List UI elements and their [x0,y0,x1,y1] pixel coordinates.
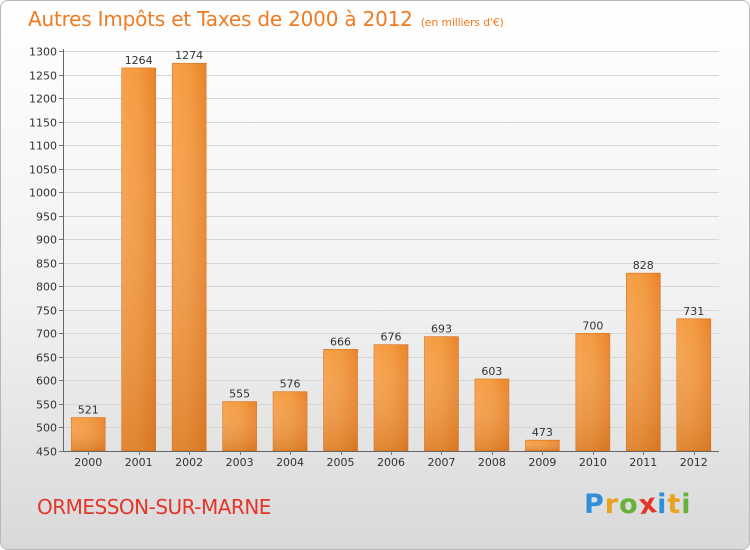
y-tick-label: 1000 [29,187,57,200]
bars: 521 1264 1274 555 576 666 676 693 603 473 700 828 73… [70,49,712,452]
data-label-2000: 521 [78,404,99,417]
data-label-2010: 700 [582,319,603,332]
x-tick-label-2005: 2005 [327,456,355,469]
x-tick-label-2012: 2012 [680,456,708,469]
x-tick-label-2003: 2003 [226,456,254,469]
y-tick-label: 550 [36,399,57,412]
proxiti-logo: Proxiti [584,487,692,522]
y-tick-label: 800 [36,281,57,294]
data-label-2004: 576 [280,378,301,391]
data-label-2006: 676 [381,331,402,344]
chart-title: Autres Impôts et Taxes de 2000 à 2012 (en… [28,7,504,31]
logo-letter: i [657,489,668,520]
bar-shade-2010 [575,333,610,451]
y-tick-label: 750 [36,305,57,318]
y-tick-label: 850 [36,258,57,271]
x-tick-label-2009: 2009 [528,456,556,469]
data-label-2005: 666 [330,335,351,348]
y-axis-ticks: 450 500 550 600 650 700 750 800 850 900 950 1000 105… [29,46,63,459]
data-label-2011: 828 [633,259,654,272]
bar-shade-2008 [474,379,509,451]
data-label-2008: 603 [481,365,502,378]
x-tick-label-2000: 2000 [74,456,102,469]
x-tick-label-2002: 2002 [175,456,203,469]
x-tick-label-2006: 2006 [377,456,405,469]
logo-letter: x [636,487,660,522]
y-tick-label: 600 [36,375,57,388]
logo-letter: o [619,489,639,520]
y-tick-label: 450 [36,446,57,459]
y-tick-label: 1200 [29,93,57,106]
x-tick-label-2008: 2008 [478,456,506,469]
logo-letter: i [681,489,692,520]
logo-letter: r [604,489,620,520]
y-tick-label: 650 [36,352,57,365]
bar-shade-2000 [71,417,106,451]
bar-shade-2009 [525,440,560,451]
bar-shade-2001 [121,67,156,452]
y-tick-label: 1300 [29,46,57,59]
bar-shade-2007 [424,336,459,451]
y-tick-label: 900 [36,234,57,247]
bar-shade-2005 [323,349,358,451]
y-tick-label: 1050 [29,164,57,177]
y-tick-label: 1150 [29,117,57,130]
x-tick-label-2010: 2010 [579,456,607,469]
data-label-2003: 555 [229,388,250,401]
logo-letter: t [667,489,682,520]
y-tick-label: 500 [36,422,57,435]
y-tick-label: 1250 [29,70,57,83]
logo-letter: P [584,489,605,520]
x-axis-ticks: 2000 2001 2002 2003 2004 2005 2006 2007 2008 2009… [74,451,708,469]
data-label-2007: 693 [431,323,452,336]
y-tick-label: 1100 [29,140,57,153]
chart-unit-note: (en milliers d'€) [420,16,504,29]
bar-shade-2011 [626,273,661,451]
bar-shade-2012 [676,318,711,451]
city-name: ORMESSON-SUR-MARNE [37,495,271,519]
chart-title-text: Autres Impôts et Taxes de 2000 à 2012 [28,7,413,31]
bar-shade-2004 [273,391,308,451]
data-label-2012: 731 [683,305,704,318]
data-label-2009: 473 [532,426,553,439]
y-tick-label: 700 [36,328,57,341]
bar-shade-2006 [374,344,408,451]
data-label-2002: 1274 [175,49,203,62]
x-tick-label-2007: 2007 [427,456,455,469]
x-tick-label-2011: 2011 [629,456,657,469]
x-tick-label-2001: 2001 [125,456,153,469]
y-tick-label: 950 [36,211,57,224]
bar-shade-2002 [172,63,207,452]
x-tick-label-2004: 2004 [276,456,304,469]
data-label-2001: 1264 [125,54,153,67]
bar-shade-2003 [222,401,257,451]
